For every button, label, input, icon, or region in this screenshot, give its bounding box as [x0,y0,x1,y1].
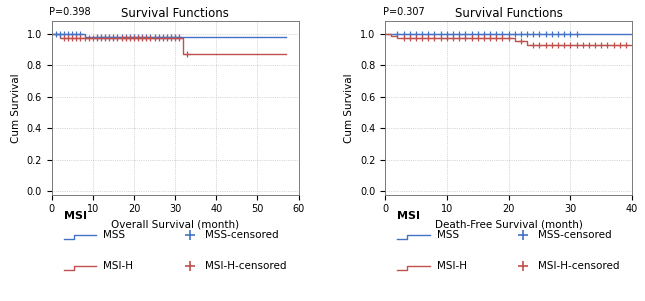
X-axis label: Death-Free Survival (month): Death-Free Survival (month) [435,220,582,230]
Title: Survival Functions: Survival Functions [455,7,562,20]
Title: Survival Functions: Survival Functions [121,7,229,20]
Text: P=0.307: P=0.307 [382,7,424,17]
Text: MSS-censored: MSS-censored [538,230,612,240]
Text: MSI: MSI [64,211,87,221]
Y-axis label: Cum Survival: Cum Survival [344,73,354,143]
Text: MSS: MSS [103,230,126,240]
Y-axis label: Cum Survival: Cum Survival [11,73,21,143]
Text: MSI-H-censored: MSI-H-censored [538,261,620,271]
X-axis label: Overall Survival (month): Overall Survival (month) [111,220,239,230]
Text: MSI-H-censored: MSI-H-censored [204,261,286,271]
Text: MSS-censored: MSS-censored [204,230,279,240]
Text: MSI-H: MSI-H [103,261,134,271]
Text: P=0.398: P=0.398 [49,7,91,17]
Text: MSI: MSI [397,211,421,221]
Text: MSS: MSS [437,230,459,240]
Text: MSI-H: MSI-H [437,261,467,271]
